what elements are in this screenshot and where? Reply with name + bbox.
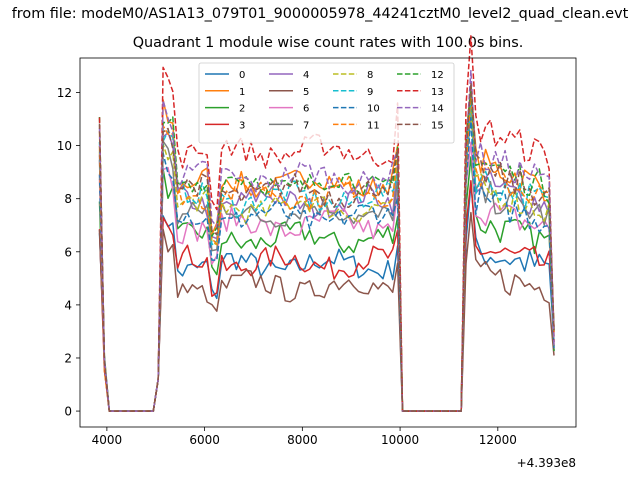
y-tick-label: 6 xyxy=(64,245,72,259)
series-line-12 xyxy=(98,85,555,412)
legend-label-5: 5 xyxy=(303,87,309,98)
x-tick-label: 6000 xyxy=(189,433,220,447)
y-tick-label: 2 xyxy=(64,351,72,365)
series-line-3 xyxy=(98,179,555,412)
x-offset-label: +4.393e8 xyxy=(517,456,576,470)
series-line-15 xyxy=(98,82,555,412)
y-tick-label: 12 xyxy=(57,86,72,100)
series-line-10 xyxy=(98,117,555,412)
series-line-6 xyxy=(98,141,555,412)
legend-label-12: 12 xyxy=(431,70,444,81)
legend-label-8: 8 xyxy=(367,70,373,81)
series-line-0 xyxy=(98,183,555,412)
legend-label-4: 4 xyxy=(303,70,309,81)
legend-label-13: 13 xyxy=(431,87,444,98)
legend-box xyxy=(198,62,455,144)
series-line-14 xyxy=(98,69,555,412)
legend-label-14: 14 xyxy=(431,104,444,115)
legend-label-0: 0 xyxy=(239,70,245,81)
x-tick-label: 12000 xyxy=(479,433,517,447)
legend-label-9: 9 xyxy=(367,87,373,98)
y-tick-label: 10 xyxy=(57,139,72,153)
legend-label-7: 7 xyxy=(303,120,309,131)
legend-label-6: 6 xyxy=(303,104,309,115)
x-tick-label: 10000 xyxy=(381,433,419,447)
series-line-5 xyxy=(98,211,555,412)
legend-label-2: 2 xyxy=(239,104,245,115)
legend-label-10: 10 xyxy=(367,104,380,115)
axes-frame xyxy=(79,57,577,428)
x-tick-label: 4000 xyxy=(92,433,123,447)
series-line-13 xyxy=(98,35,555,412)
y-tick-label: 8 xyxy=(64,192,72,206)
legend-label-3: 3 xyxy=(239,120,245,131)
legend-label-11: 11 xyxy=(367,120,380,131)
figure-suptitle: from file: modeM0/AS1A13_079T01_90000059… xyxy=(11,6,629,22)
x-tick-label: 8000 xyxy=(287,433,318,447)
legend-label-15: 15 xyxy=(431,120,444,131)
legend-label-1: 1 xyxy=(239,87,245,98)
series-line-8 xyxy=(98,110,555,412)
y-tick-label: 4 xyxy=(64,298,72,312)
series-line-4 xyxy=(98,99,555,412)
chart-title: Quadrant 1 module wise count rates with … xyxy=(132,35,524,51)
y-tick-label: 0 xyxy=(64,405,72,419)
